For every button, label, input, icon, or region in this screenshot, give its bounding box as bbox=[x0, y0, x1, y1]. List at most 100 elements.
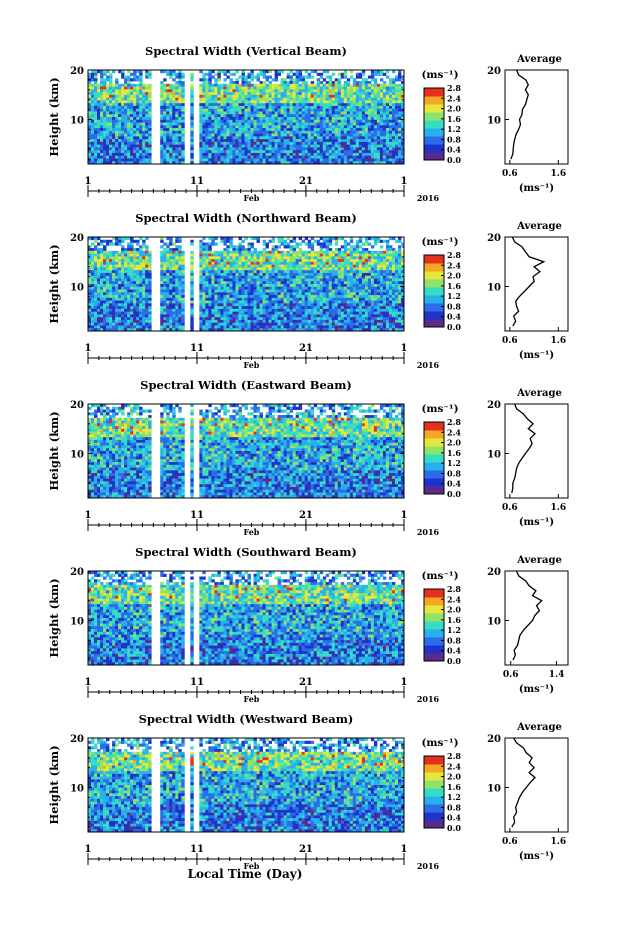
heatmap-cell bbox=[214, 89, 218, 93]
heatmap-cell bbox=[304, 75, 309, 79]
heatmap-cell bbox=[118, 111, 122, 115]
heatmap-cell bbox=[367, 125, 372, 129]
heatmap-cell bbox=[385, 128, 390, 132]
heatmap-cell bbox=[292, 103, 297, 107]
heatmap-cell bbox=[118, 94, 122, 99]
heatmap-cell bbox=[100, 92, 104, 96]
heatmap-cell bbox=[310, 81, 315, 85]
heatmap-cell bbox=[262, 111, 266, 115]
heatmap-cell bbox=[367, 152, 372, 157]
heatmap-cell bbox=[271, 147, 275, 151]
heatmap-cell bbox=[115, 295, 119, 299]
heatmap-cell bbox=[283, 94, 288, 99]
heatmap-cell bbox=[166, 152, 170, 157]
heatmap-cell bbox=[265, 267, 269, 271]
heatmap-cell bbox=[223, 133, 227, 137]
heatmap-cell bbox=[241, 144, 245, 148]
heatmap-cell bbox=[148, 158, 152, 162]
heatmap-cell bbox=[301, 144, 306, 148]
heatmap-cell bbox=[223, 237, 227, 241]
heatmap-cell bbox=[202, 108, 206, 112]
heatmap-cell bbox=[247, 92, 251, 96]
heatmap-cell bbox=[199, 86, 203, 90]
heatmap-cell bbox=[376, 89, 381, 93]
heatmap-cell bbox=[346, 114, 351, 118]
heatmap-cell bbox=[166, 158, 170, 162]
heatmap-cell bbox=[118, 152, 122, 157]
heatmap-cell bbox=[367, 161, 372, 165]
heatmap-cell bbox=[112, 317, 116, 321]
heatmap-cell bbox=[277, 161, 282, 165]
heatmap-cell bbox=[91, 147, 95, 151]
heatmap-cell bbox=[283, 119, 288, 123]
heatmap-cell bbox=[295, 92, 300, 96]
heatmap-cell bbox=[265, 242, 269, 246]
heatmap-cell bbox=[256, 311, 260, 315]
heatmap-cell bbox=[298, 105, 303, 110]
heatmap-cell bbox=[265, 278, 269, 282]
heatmap-cell bbox=[307, 89, 312, 93]
heatmap-cell bbox=[112, 322, 116, 326]
heatmap-cell bbox=[343, 139, 348, 143]
heatmap-cell bbox=[139, 75, 143, 79]
heatmap-cell bbox=[223, 328, 227, 332]
heatmap-cell bbox=[127, 105, 131, 110]
heatmap-cell bbox=[268, 119, 272, 123]
heatmap-cell bbox=[178, 105, 182, 110]
heatmap-cell bbox=[103, 300, 107, 304]
heatmap-cell bbox=[235, 111, 239, 115]
heatmap-cell bbox=[397, 144, 402, 148]
heatmap-cell bbox=[262, 97, 266, 101]
heatmap-cell bbox=[133, 128, 137, 132]
heatmap-cell bbox=[370, 86, 375, 90]
heatmap-cell bbox=[190, 264, 194, 268]
heatmap-cell bbox=[205, 86, 209, 90]
heatmap-cell bbox=[106, 306, 110, 310]
heatmap-cell bbox=[148, 111, 152, 115]
heatmap-cell bbox=[322, 86, 327, 90]
heatmap-cell bbox=[259, 92, 263, 96]
heatmap-cell bbox=[361, 130, 366, 134]
heatmap-cell bbox=[145, 237, 149, 241]
profile-y-tick-label: 20 bbox=[487, 66, 501, 77]
heatmap-cell bbox=[247, 319, 251, 324]
heatmap-cell bbox=[397, 158, 402, 162]
heatmap-cell bbox=[91, 108, 95, 112]
heatmap-cell bbox=[103, 278, 107, 282]
heatmap-cell bbox=[298, 158, 303, 162]
heatmap-cell bbox=[370, 122, 375, 126]
heatmap-cell bbox=[274, 272, 278, 277]
heatmap-cell bbox=[163, 122, 167, 126]
heatmap-cell bbox=[319, 83, 324, 87]
heatmap-cell bbox=[382, 122, 387, 126]
heatmap-cell bbox=[286, 155, 291, 159]
heatmap-cell bbox=[265, 275, 269, 279]
heatmap-cell bbox=[121, 261, 125, 266]
heatmap-cell bbox=[307, 111, 312, 115]
heatmap-cell bbox=[247, 94, 251, 99]
heatmap-cell bbox=[370, 75, 375, 79]
heatmap-cell bbox=[232, 267, 236, 271]
heatmap-cell bbox=[268, 155, 272, 159]
heatmap-cell bbox=[103, 297, 107, 301]
heatmap-cell bbox=[241, 83, 245, 87]
heatmap-cell bbox=[124, 111, 128, 115]
heatmap-cell bbox=[310, 89, 315, 93]
heatmap-cell bbox=[139, 105, 143, 110]
heatmap-cell bbox=[346, 158, 351, 162]
heatmap-cell bbox=[124, 259, 128, 263]
heatmap-cell bbox=[178, 328, 182, 332]
heatmap-cell bbox=[133, 314, 137, 318]
heatmap-cell bbox=[325, 152, 330, 157]
heatmap-cell bbox=[259, 253, 263, 257]
heatmap-cell bbox=[349, 86, 354, 90]
heatmap-cell bbox=[106, 275, 110, 279]
heatmap-cell bbox=[142, 314, 146, 318]
heatmap-cell bbox=[244, 111, 248, 115]
heatmap-cell bbox=[142, 141, 146, 146]
heatmap-cell bbox=[124, 303, 128, 307]
heatmap-cell bbox=[211, 158, 215, 162]
heatmap-cell bbox=[271, 314, 275, 318]
heatmap-cell bbox=[214, 114, 218, 118]
heatmap-cell bbox=[115, 281, 119, 285]
